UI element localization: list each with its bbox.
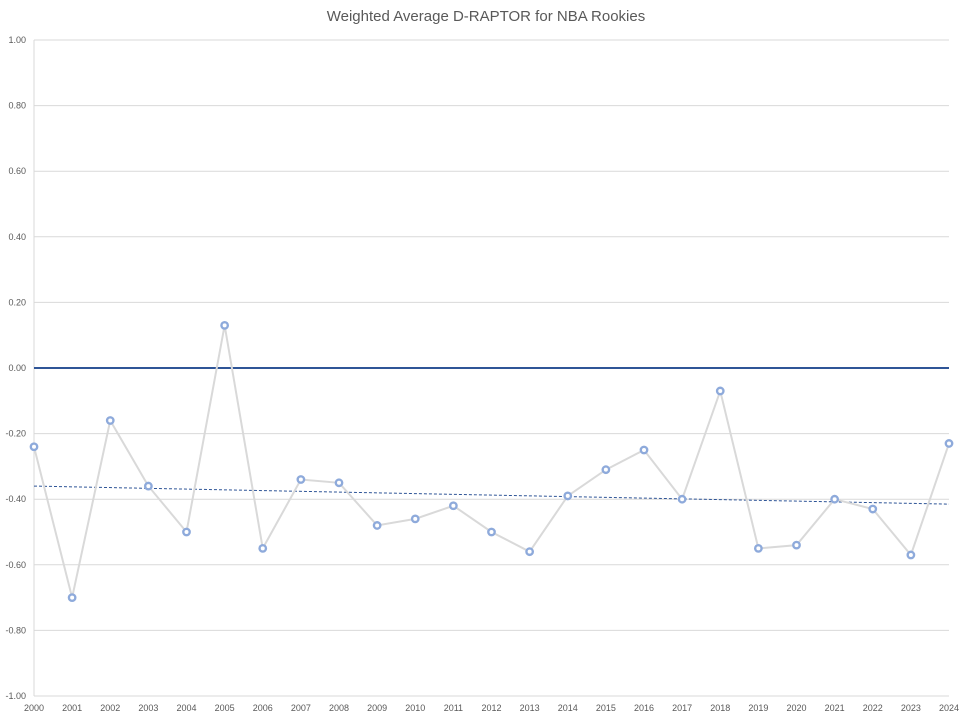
y-tick-label: -0.80 <box>5 625 26 635</box>
y-tick-label: -0.60 <box>5 560 26 570</box>
x-tick-label: 2019 <box>748 703 768 713</box>
x-tick-label: 2003 <box>138 703 158 713</box>
data-point <box>220 320 230 330</box>
y-tick-label: 0.40 <box>8 232 26 242</box>
x-tick-label: 2015 <box>596 703 616 713</box>
data-point <box>677 494 687 504</box>
x-tick-label: 2004 <box>176 703 196 713</box>
data-point <box>410 514 420 524</box>
x-tick-label: 2001 <box>62 703 82 713</box>
data-point <box>105 416 115 425</box>
data-point <box>67 593 77 602</box>
data-point <box>639 445 649 455</box>
data-point <box>944 439 954 448</box>
data-point <box>868 504 878 514</box>
x-tick-label: 2017 <box>672 703 692 713</box>
data-point <box>563 491 573 501</box>
x-tick-label: 2011 <box>444 703 463 713</box>
data-point <box>792 540 801 550</box>
data-point <box>525 547 535 557</box>
y-tick-label: -1.00 <box>5 691 26 701</box>
series-layer <box>29 320 954 602</box>
data-point <box>830 494 840 504</box>
data-point <box>334 478 344 488</box>
x-tick-label: 2000 <box>24 703 44 713</box>
x-tick-label: 2002 <box>100 703 120 713</box>
x-tick-label: 2016 <box>634 703 654 713</box>
axes <box>33 40 949 696</box>
x-tick-label: 2008 <box>329 703 349 713</box>
x-tick-label: 2018 <box>710 703 730 713</box>
x-tick-label: 2023 <box>901 703 921 713</box>
y-tick-label: 0.20 <box>8 297 26 307</box>
data-point <box>906 550 916 560</box>
data-point <box>753 544 763 553</box>
data-point <box>487 527 496 537</box>
data-point <box>715 386 725 396</box>
data-point <box>372 521 382 530</box>
x-tick-label: 2020 <box>786 703 806 713</box>
x-tick-label: 2024 <box>939 703 959 713</box>
y-tick-label: 0.00 <box>8 363 26 373</box>
x-tick-label: 2010 <box>405 703 425 713</box>
data-point <box>448 501 458 511</box>
x-tick-label: 2014 <box>558 703 578 713</box>
data-point <box>296 475 306 484</box>
data-point <box>29 442 39 452</box>
data-point <box>601 465 611 475</box>
y-tick-label: -0.20 <box>5 429 26 439</box>
x-tick-label: 2007 <box>291 703 311 713</box>
series-line <box>33 325 950 598</box>
chart-title: Weighted Average D-RAPTOR for NBA Rookie… <box>326 8 646 25</box>
x-tick-label: 2021 <box>825 703 845 713</box>
trendline-layer <box>33 485 950 505</box>
gridlines <box>34 39 949 697</box>
data-point <box>143 481 153 491</box>
x-tick-label: 2005 <box>215 703 235 713</box>
y-tick-label: -0.40 <box>5 494 26 504</box>
x-tick-label: 2009 <box>367 703 387 713</box>
data-point <box>182 527 191 537</box>
y-tick-label: 1.00 <box>8 35 26 45</box>
x-tick-label: 2012 <box>481 703 501 713</box>
y-tick-label: 0.80 <box>8 101 26 111</box>
y-tick-label: 0.60 <box>8 166 26 176</box>
data-point <box>258 544 268 553</box>
x-tick-label: 2022 <box>863 703 883 713</box>
trendline <box>33 485 950 505</box>
tick-labels: 1.00 0.80 0.60 0.40 0.20 0.00 -0.20 -0.40 -0.60 -… <box>5 35 959 713</box>
x-tick-label: 2006 <box>253 703 273 713</box>
x-tick-label: 2013 <box>520 703 540 713</box>
